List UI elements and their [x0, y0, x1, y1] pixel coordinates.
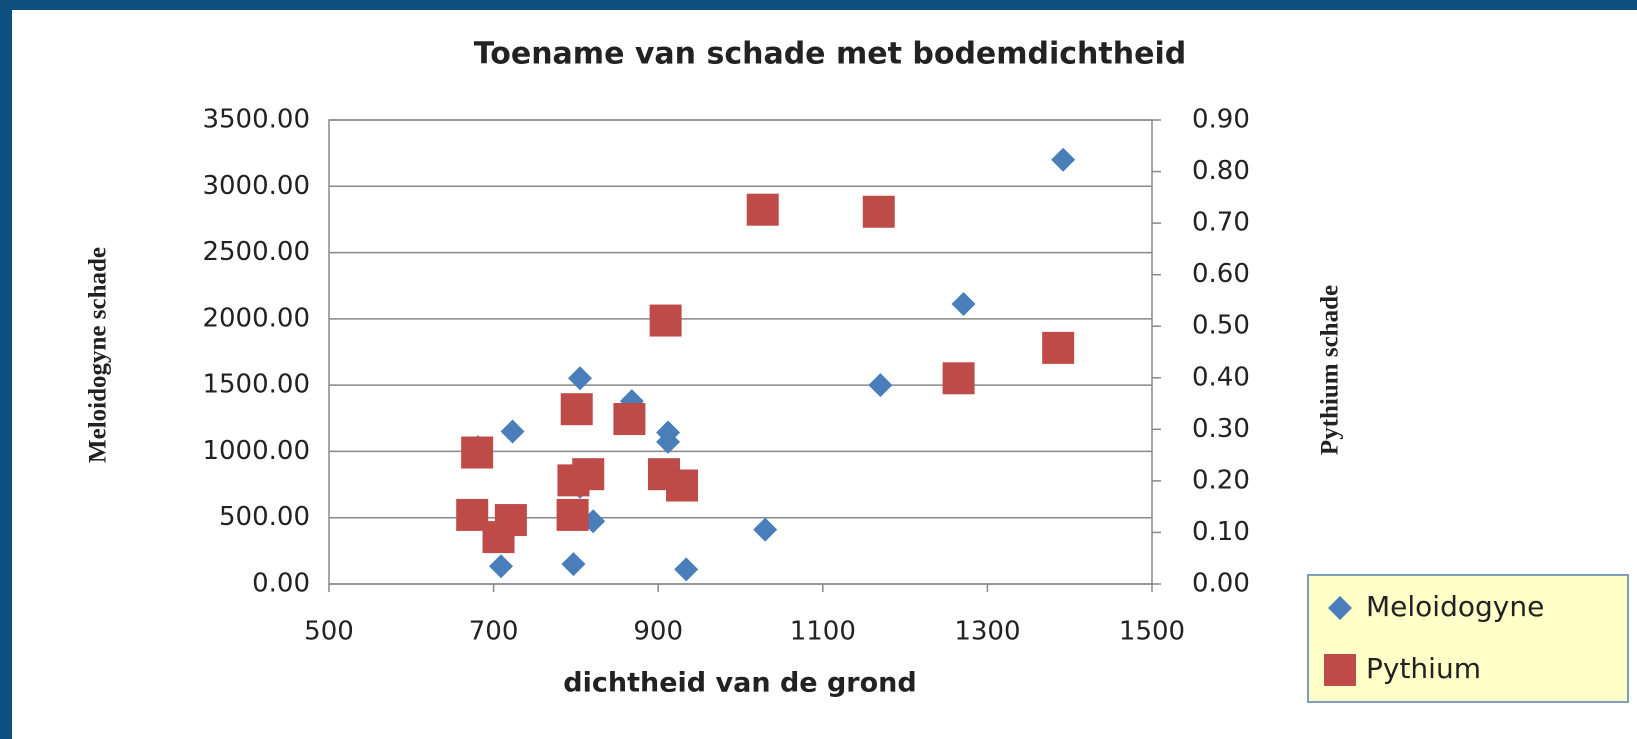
x-tick-label: 700: [469, 617, 519, 647]
diamond-point: [500, 419, 525, 444]
y2-tick-label: 0.30: [1192, 414, 1250, 444]
y-tick-label: 3000.00: [202, 171, 310, 201]
square-point: [666, 469, 699, 502]
y-tick-label: 3500.00: [202, 105, 310, 135]
y2-tick-label: 0.20: [1192, 465, 1250, 495]
square-point: [556, 498, 589, 531]
diamond-point: [1328, 596, 1352, 620]
y-axis-label: Meloidogyne schade: [85, 247, 112, 463]
legend-label: Meloidogyne: [1366, 590, 1544, 623]
y2-tick-label: 0.50: [1192, 311, 1250, 341]
diamond-point: [489, 554, 514, 579]
diamond-point: [674, 557, 699, 582]
square-point: [557, 464, 590, 497]
legend: [1307, 574, 1629, 703]
diamond-point: [951, 292, 976, 317]
y2-tick-label: 0.00: [1192, 569, 1250, 599]
y-tick-label: 0.00: [252, 569, 310, 599]
square-point: [649, 304, 682, 337]
y2-axis-label: Pythium schade: [1317, 285, 1344, 455]
y2-tick-label: 0.10: [1192, 517, 1250, 547]
diamond-point: [656, 429, 681, 454]
square-point: [482, 521, 515, 554]
x-tick-label: 1100: [790, 617, 856, 647]
x-axis-label: dichtheid van de grond: [563, 668, 916, 699]
x-tick-label: 1300: [954, 617, 1020, 647]
square-point: [746, 193, 779, 226]
square-point: [613, 403, 646, 436]
y-tick-label: 2500.00: [202, 237, 310, 267]
y2-tick-label: 0.90: [1192, 105, 1250, 135]
square-point: [1042, 331, 1075, 364]
y2-tick-label: 0.70: [1192, 208, 1250, 238]
diamond-point: [561, 552, 586, 577]
x-tick-label: 500: [304, 617, 354, 647]
square-point: [862, 195, 895, 228]
y-tick-label: 500.00: [219, 502, 310, 532]
legend-label: Pythium: [1366, 652, 1481, 685]
diamond-point: [753, 517, 778, 542]
y-tick-label: 2000.00: [202, 303, 310, 333]
y-tick-label: 1500.00: [202, 370, 310, 400]
diamond-point: [868, 373, 893, 398]
square-point: [942, 362, 975, 395]
x-tick-label: 900: [633, 617, 683, 647]
square-point: [560, 393, 593, 426]
chart-title: Toename van schade met bodemdichtheid: [474, 37, 1186, 72]
x-tick-label: 1500: [1119, 617, 1185, 647]
y2-tick-label: 0.40: [1192, 362, 1250, 392]
y-tick-label: 1000.00: [202, 436, 310, 466]
square-point: [1324, 654, 1356, 686]
diamond-point: [1051, 147, 1076, 172]
diamond-point: [568, 366, 593, 391]
y2-tick-label: 0.60: [1192, 259, 1250, 289]
y2-tick-label: 0.80: [1192, 156, 1250, 186]
square-point: [461, 436, 494, 469]
